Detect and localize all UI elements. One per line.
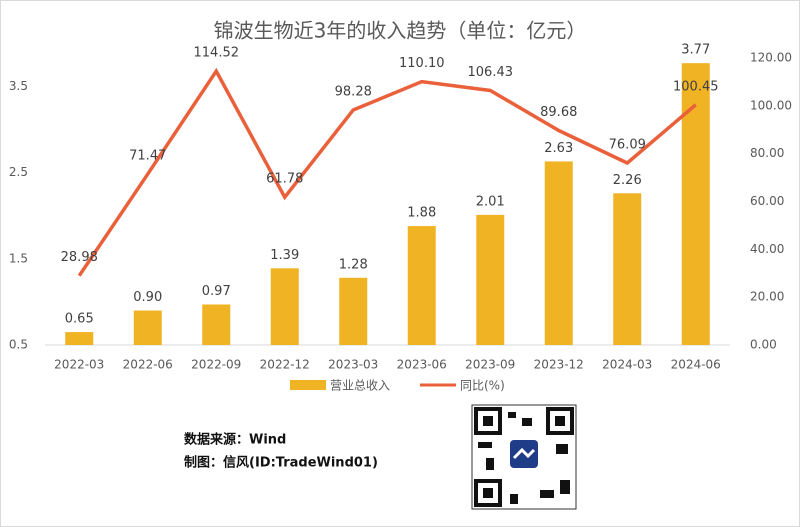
line — [77, 67, 697, 277]
x-tick-label: 2024-03 — [602, 358, 652, 372]
line-value-label: 61.78 — [266, 172, 303, 187]
source-note: 数据来源：Wind — [184, 432, 286, 448]
x-tick-label: 2022-03 — [54, 358, 104, 372]
bar-value-label: 1.88 — [407, 206, 436, 221]
x-tick-label: 2023-09 — [465, 358, 515, 372]
line-value-label: 71.47 — [129, 149, 166, 164]
bar — [270, 268, 299, 345]
line-value-label: 114.52 — [194, 46, 240, 61]
line-value-label: 76.09 — [609, 138, 646, 153]
legend-label: 同比(%) — [460, 379, 505, 393]
x-tick-label: 2023-06 — [397, 358, 447, 372]
x-tick-label: 2023-03 — [328, 358, 378, 372]
bar-value-label: 3.77 — [681, 43, 710, 58]
chart-title: 锦波生物近3年的收入趋势（单位：亿元） — [214, 19, 587, 43]
bar — [65, 332, 94, 345]
bar-value-label: 0.90 — [133, 290, 162, 305]
bar — [544, 161, 573, 345]
line-value-label: 100.45 — [673, 79, 719, 94]
y2-tick-label: 80.00 — [750, 146, 784, 160]
bar-value-label: 2.01 — [476, 194, 505, 209]
bar — [681, 63, 710, 345]
x-tick-label: 2023-12 — [534, 358, 584, 372]
bar-value-label: 1.39 — [270, 248, 299, 263]
legend-label: 营业总收入 — [330, 379, 390, 393]
y-tick-label: 0.5 — [9, 338, 28, 352]
y-tick-label: 3.5 — [9, 79, 28, 93]
line-value-label: 28.98 — [61, 250, 98, 265]
line-value-label: 110.10 — [399, 56, 445, 71]
line-value-label: 89.68 — [540, 105, 577, 120]
line-value-label: 106.43 — [468, 65, 514, 80]
x-tick-label: 2022-12 — [260, 358, 310, 372]
bar — [613, 193, 642, 345]
x-tick-label: 2024-06 — [671, 358, 721, 372]
bar — [133, 310, 162, 345]
bar-value-label: 2.26 — [613, 173, 642, 188]
y2-tick-label: 20.00 — [750, 290, 784, 304]
qr-code — [471, 404, 577, 510]
y2-tick-label: 0.00 — [750, 338, 777, 352]
x-tick-label: 2022-09 — [191, 358, 241, 372]
bar-value-label: 0.65 — [65, 312, 94, 327]
bar — [339, 277, 368, 345]
y-tick-label: 2.5 — [9, 165, 28, 179]
bar — [407, 226, 436, 345]
bar-value-label: 1.28 — [339, 257, 368, 272]
y2-tick-label: 60.00 — [750, 194, 784, 208]
bar-value-label: 0.97 — [202, 284, 231, 299]
y-tick-label: 1.5 — [9, 251, 28, 265]
legend-swatch — [290, 380, 326, 390]
line-value-label: 98.28 — [335, 84, 372, 99]
y2-tick-label: 120.00 — [750, 51, 792, 65]
y2-tick-label: 40.00 — [750, 242, 784, 256]
bar — [476, 214, 505, 345]
bar-value-label: 2.63 — [544, 141, 573, 156]
bar — [202, 304, 231, 345]
x-tick-label: 2022-06 — [123, 358, 173, 372]
y2-tick-label: 100.00 — [750, 98, 792, 112]
author-note: 制图：信风(ID:TradeWind01) — [184, 455, 378, 471]
